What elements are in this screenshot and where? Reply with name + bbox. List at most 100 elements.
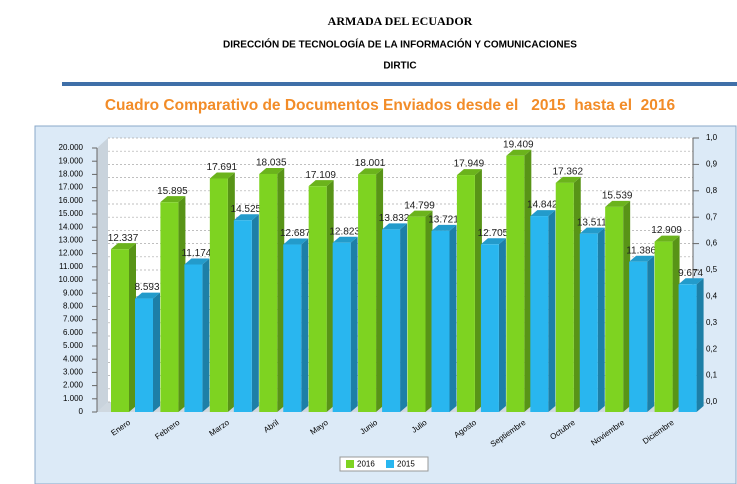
bar-side: [202, 258, 210, 412]
value-label: 14.799: [404, 200, 435, 211]
y-tick-label: 5.000: [63, 341, 84, 350]
y2-tick-label: 0,0: [706, 397, 718, 406]
value-label: 18.001: [355, 158, 386, 169]
bar-top: [678, 278, 704, 285]
bar-top: [259, 167, 285, 174]
value-label: 12.909: [651, 225, 682, 236]
department: DIRECCIÓN DE TECNOLOGÍA DE LA INFORMACIÓ…: [223, 38, 577, 51]
y2-tick-label: 0,2: [706, 344, 718, 353]
value-label: 8.593: [134, 282, 159, 293]
bar: [184, 264, 203, 412]
bar: [135, 298, 153, 412]
y2-tick-label: 0,7: [706, 212, 718, 221]
bar-side: [400, 223, 408, 412]
value-label: 15.539: [602, 191, 633, 202]
bar-side: [350, 236, 358, 412]
org: ARMADA DEL ECUADOR: [328, 14, 473, 28]
y-tick-label: 1.000: [63, 394, 84, 403]
bar-side: [474, 169, 482, 412]
bar: [283, 244, 302, 412]
rule: [62, 82, 737, 86]
bar-top: [555, 176, 581, 183]
value-label: 13.721: [428, 215, 459, 226]
bar-top: [480, 238, 506, 245]
value-label: 19.409: [503, 139, 534, 150]
bar: [259, 173, 278, 412]
bar: [506, 155, 525, 412]
bar-top: [629, 255, 655, 262]
y-tick-label: 19.000: [59, 156, 84, 165]
y-tick-label: 13.000: [59, 236, 84, 245]
acronym: DIRTIC: [383, 61, 416, 72]
y-tick-label: 12.000: [59, 249, 84, 258]
y2-tick-label: 0,4: [706, 292, 718, 301]
y-tick-label: 14.000: [59, 222, 84, 231]
y-tick-label: 8.000: [63, 302, 84, 311]
value-label: 15.895: [157, 186, 188, 197]
bar: [480, 244, 499, 412]
y-tick-label: 7.000: [63, 315, 84, 324]
bar: [111, 249, 129, 412]
value-label: 18.035: [256, 158, 287, 169]
value-label: 11.174: [181, 248, 211, 259]
y-tick-label: 3.000: [63, 368, 84, 377]
bar-side: [178, 196, 186, 412]
bar-side: [277, 167, 285, 412]
bar-top: [308, 180, 334, 187]
y-tick-label: 15.000: [59, 209, 84, 218]
bar: [654, 241, 673, 412]
bar-top: [160, 196, 186, 203]
bar-top: [332, 236, 358, 243]
bar-top: [431, 224, 457, 231]
y-tick-label: 6.000: [63, 328, 84, 337]
y-tick-label: 18.000: [59, 170, 84, 179]
value-label: 11.386: [626, 245, 656, 256]
y2-tick-label: 0,9: [706, 160, 718, 169]
value-label: 13.832: [379, 213, 410, 224]
bar: [456, 175, 475, 412]
value-label: 14.842: [527, 200, 558, 211]
bar: [605, 206, 624, 412]
bar: [407, 216, 426, 412]
legend: [339, 456, 429, 472]
bar: [382, 229, 401, 412]
value-label: 17.949: [454, 159, 485, 170]
value-label: 12.823: [329, 226, 360, 237]
value-label: 12.337: [108, 233, 139, 244]
value-label: 9.674: [678, 268, 703, 279]
bar: [678, 284, 697, 412]
bar-top: [579, 227, 605, 234]
value-label: 13.511: [577, 217, 607, 228]
bar: [431, 230, 450, 412]
bar-top: [184, 258, 210, 265]
bar-side: [548, 210, 556, 412]
y-tick-label: 4.000: [63, 354, 84, 363]
bar-side: [227, 172, 235, 412]
bar-side: [524, 149, 532, 412]
y-tick-label: 20.000: [59, 143, 84, 152]
value-label: 12.687: [280, 228, 311, 239]
value-label: 17.109: [305, 170, 336, 181]
bar-top: [506, 149, 532, 156]
bar: [233, 220, 252, 412]
legend-swatch: [346, 460, 354, 468]
legend-swatch: [386, 460, 394, 468]
bar-side: [623, 200, 631, 412]
y2-tick-label: 0,8: [706, 186, 718, 195]
y2-tick-label: 0,1: [706, 371, 718, 380]
bar-side: [672, 235, 680, 412]
y2-tick-label: 0,5: [706, 265, 718, 274]
value-label: 12.705: [478, 228, 509, 239]
legend-label: 2015: [397, 460, 415, 469]
y-tick-label: 2.000: [63, 381, 84, 390]
bar-side: [376, 168, 384, 412]
bar-top: [111, 243, 136, 250]
bar-side: [425, 210, 433, 412]
bar: [209, 178, 228, 412]
bar-side: [696, 278, 704, 412]
value-label: 17.691: [207, 162, 238, 173]
bar-side: [597, 227, 605, 412]
wall: [97, 138, 108, 412]
bar-side: [647, 255, 655, 412]
